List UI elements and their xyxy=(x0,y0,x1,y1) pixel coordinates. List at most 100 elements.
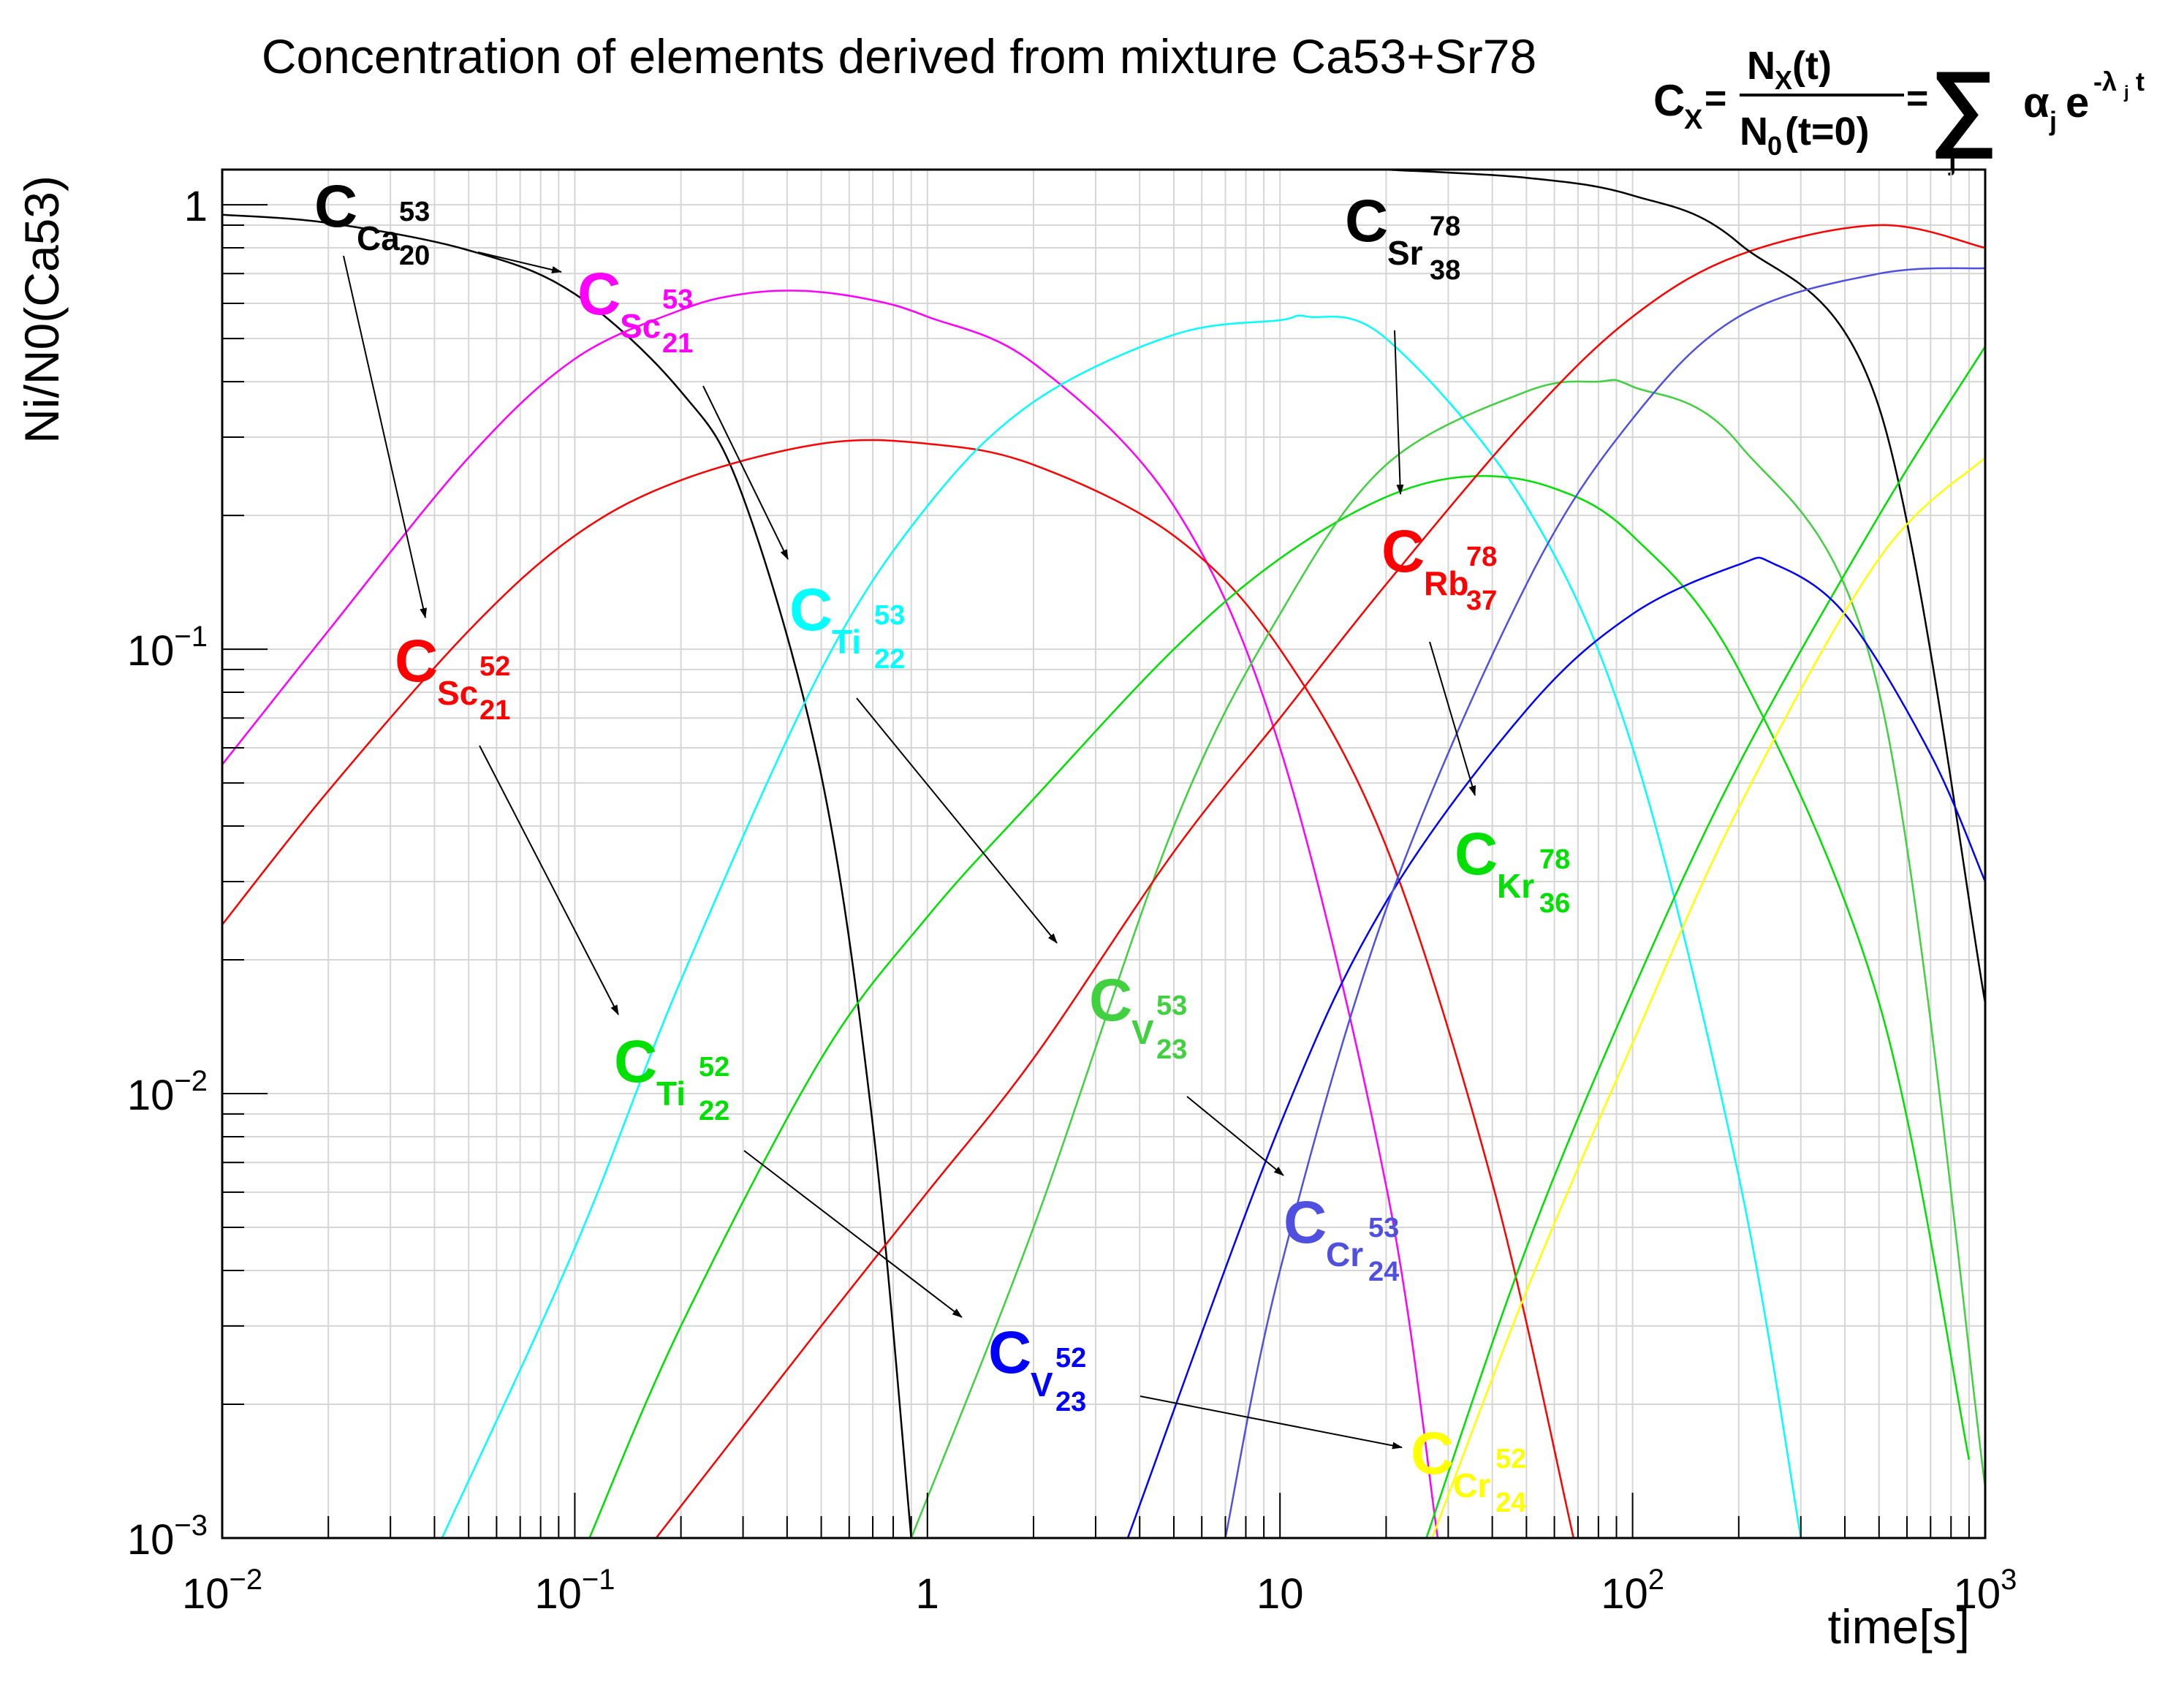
label-z: 24 xyxy=(1368,1257,1399,1287)
x-tick-label: 10 xyxy=(1256,1570,1304,1618)
curve-v52 xyxy=(1126,556,1987,1539)
label-element: V xyxy=(1131,1013,1154,1051)
label-mass: 53 xyxy=(1156,991,1187,1021)
formula-sum-sub: j xyxy=(1948,145,1957,176)
x-tick-label: 10−2 xyxy=(182,1564,262,1618)
label-element: Cr xyxy=(1453,1466,1490,1504)
label-c: C xyxy=(1284,1189,1327,1256)
formula-eq2: = xyxy=(1906,77,1928,120)
formula-lhs-sub: X xyxy=(1684,105,1703,135)
y-axis-label: Ni/N0(Ca53) xyxy=(15,175,69,444)
arrow-ti52-v52 xyxy=(743,1150,963,1318)
formula-den-arg: (t=0) xyxy=(1785,110,1870,154)
formula-sum: ∑ xyxy=(1930,51,1998,159)
arrow-rb78-kr78 xyxy=(1429,641,1476,796)
label-mass: 53 xyxy=(399,197,430,227)
arrow-sr78-rb78 xyxy=(1394,330,1404,495)
label-z: 36 xyxy=(1539,888,1570,919)
label-mass: 52 xyxy=(1055,1343,1086,1374)
formula-num: N xyxy=(1747,44,1775,88)
x-tick-label: 1 xyxy=(916,1570,939,1618)
arrow-v52-cr52 xyxy=(1140,1395,1403,1450)
x-tick-label: 10−1 xyxy=(534,1564,615,1618)
formula-num-arg: (t) xyxy=(1792,44,1832,88)
concentration-formula: C X = N X (t) N 0 (t=0) = ∑ j α j e -λ j… xyxy=(1653,44,2145,176)
label-element: Rb xyxy=(1424,564,1468,602)
curve-kr78 xyxy=(1425,346,1987,1539)
label-z: 37 xyxy=(1466,586,1497,616)
data-curves xyxy=(221,168,1987,1539)
label-z: 21 xyxy=(662,328,693,359)
label-element: Sr xyxy=(1387,234,1423,272)
chart-title: Concentration of elements derived from m… xyxy=(262,29,1536,83)
label-mass: 52 xyxy=(479,651,510,682)
label-mass: 53 xyxy=(1368,1213,1399,1243)
label-c: C xyxy=(577,261,621,327)
formula-num-sub: X xyxy=(1775,65,1792,95)
label-z: 22 xyxy=(699,1096,729,1126)
x-tick-label: 103 xyxy=(1954,1564,2017,1618)
formula-e: e xyxy=(2066,79,2089,126)
curve-sc53 xyxy=(221,289,1439,1539)
y-tick-label: 10−3 xyxy=(127,1510,208,1564)
curve-sc52 xyxy=(221,439,1575,1539)
label-c: C xyxy=(988,1319,1031,1386)
curve-rb78 xyxy=(655,224,1986,1539)
label-mass: 52 xyxy=(699,1052,729,1083)
label-c: C xyxy=(614,1029,657,1095)
label-arrows xyxy=(343,251,1476,1450)
label-c: C xyxy=(789,577,833,643)
arrow-sc53-ti53 xyxy=(702,385,789,560)
arrow-ti53-v53 xyxy=(856,697,1058,944)
arrow-v53-cr53 xyxy=(1186,1096,1284,1176)
formula-den-sub: 0 xyxy=(1767,131,1782,161)
arrow-sc52-ti52 xyxy=(479,745,619,1015)
formula-exp: -λ xyxy=(2093,67,2117,96)
label-element: Ti xyxy=(656,1075,686,1113)
curve-sr78 xyxy=(1386,168,1987,1004)
label-c: C xyxy=(1455,821,1498,887)
label-z: 38 xyxy=(1430,255,1460,286)
label-mass: 52 xyxy=(1495,1444,1526,1474)
label-mass: 78 xyxy=(1430,211,1460,242)
curve-ti53 xyxy=(441,314,1802,1539)
label-z: 20 xyxy=(399,240,430,271)
label-c: C xyxy=(1381,518,1425,585)
label-z: 23 xyxy=(1055,1387,1086,1417)
curve-v53 xyxy=(910,379,1987,1539)
label-z: 23 xyxy=(1156,1034,1187,1065)
label-mass: 78 xyxy=(1539,844,1570,875)
label-element: V xyxy=(1031,1366,1053,1404)
label-c: C xyxy=(314,173,357,240)
label-c: C xyxy=(1345,188,1388,254)
label-element: Cr xyxy=(1326,1235,1363,1273)
label-element: Sc xyxy=(620,307,661,345)
label-c: C xyxy=(395,628,438,694)
label-z: 21 xyxy=(479,695,510,726)
y-tick-label: 10−1 xyxy=(127,621,208,675)
formula-lhs: C xyxy=(1653,76,1685,125)
curve-cr53 xyxy=(1224,267,1986,1539)
x-axis-label: time[s] xyxy=(1828,1599,1970,1654)
formula-eq1: = xyxy=(1705,77,1726,120)
label-element: Ca xyxy=(357,219,400,257)
y-tick-label: 1 xyxy=(184,183,208,230)
label-z: 22 xyxy=(874,644,905,675)
formula-exp-t: t xyxy=(2136,67,2145,96)
arrow-ca53-sc53 xyxy=(477,251,562,273)
label-element: Sc xyxy=(437,674,478,712)
arrow-ca53-sc52 xyxy=(343,255,428,618)
label-c: C xyxy=(1089,967,1132,1034)
